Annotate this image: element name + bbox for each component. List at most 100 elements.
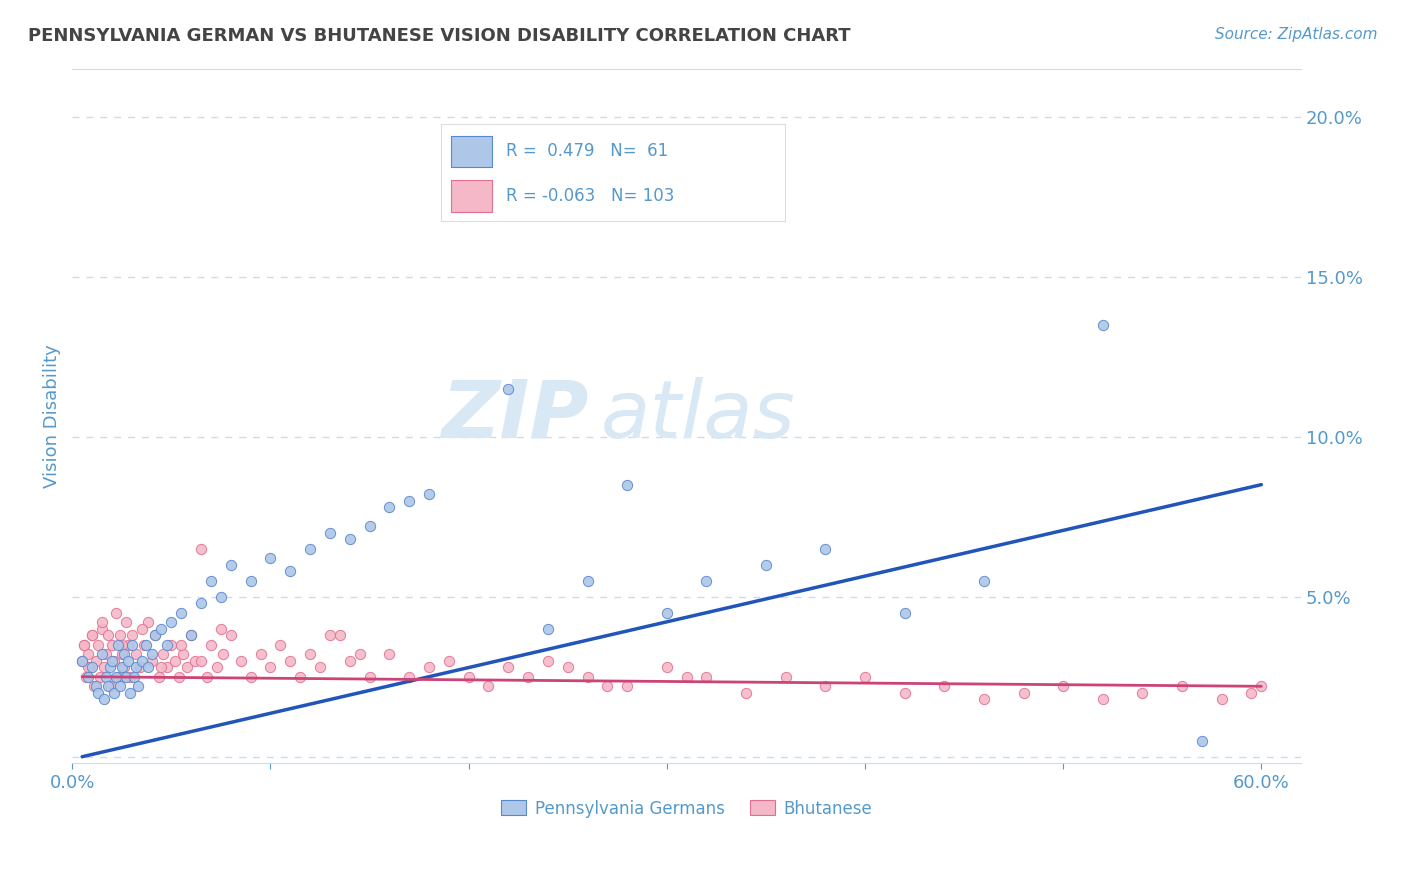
Point xyxy=(457,670,479,684)
Point xyxy=(269,638,291,652)
Y-axis label: Vision Disability: Vision Disability xyxy=(44,344,60,488)
Point xyxy=(299,541,322,556)
Point xyxy=(1052,679,1074,693)
Point xyxy=(121,628,143,642)
Point xyxy=(73,638,96,652)
Point xyxy=(695,574,717,588)
Point xyxy=(259,660,281,674)
Point xyxy=(170,638,193,652)
Point xyxy=(259,551,281,566)
Point xyxy=(97,679,120,693)
Point xyxy=(141,648,163,662)
Point xyxy=(114,670,136,684)
Point xyxy=(200,574,222,588)
Point xyxy=(131,622,153,636)
Point xyxy=(101,638,124,652)
Point xyxy=(73,638,96,652)
Point xyxy=(1012,686,1035,700)
Point xyxy=(128,660,150,674)
Point xyxy=(359,519,381,533)
Point xyxy=(172,648,194,662)
Point xyxy=(75,670,97,684)
Point xyxy=(496,660,519,674)
Point xyxy=(156,638,179,652)
Point xyxy=(200,638,222,652)
Point xyxy=(98,660,121,674)
Point xyxy=(537,622,560,636)
Point xyxy=(190,596,212,610)
Point xyxy=(103,686,125,700)
Point xyxy=(278,654,301,668)
Point xyxy=(675,670,697,684)
Point xyxy=(755,558,778,572)
Point xyxy=(124,648,146,662)
Point xyxy=(80,628,103,642)
Point xyxy=(145,628,167,642)
Text: PENNSYLVANIA GERMAN VS BHUTANESE VISION DISABILITY CORRELATION CHART: PENNSYLVANIA GERMAN VS BHUTANESE VISION … xyxy=(28,27,851,45)
Point xyxy=(814,679,837,693)
Point xyxy=(180,628,202,642)
Point xyxy=(77,648,100,662)
Point xyxy=(108,679,131,693)
Point xyxy=(359,670,381,684)
Point xyxy=(557,660,579,674)
Point xyxy=(616,477,638,491)
Point xyxy=(1240,686,1263,700)
Point xyxy=(112,648,135,662)
Point xyxy=(329,628,352,642)
Point xyxy=(111,638,134,652)
Legend: Pennsylvania Germans, Bhutanese: Pennsylvania Germans, Bhutanese xyxy=(495,793,879,824)
Point xyxy=(127,679,149,693)
Point xyxy=(775,670,797,684)
Point xyxy=(1171,679,1194,693)
Point xyxy=(131,654,153,668)
Point xyxy=(70,654,93,668)
Point xyxy=(1191,733,1213,747)
Point xyxy=(319,628,342,642)
Point xyxy=(150,660,173,674)
Point xyxy=(150,622,173,636)
Point xyxy=(339,532,361,546)
Point xyxy=(70,654,93,668)
Point xyxy=(136,660,159,674)
Point xyxy=(695,670,717,684)
Point xyxy=(190,654,212,668)
Point xyxy=(176,660,198,674)
Point xyxy=(135,638,157,652)
Point xyxy=(112,660,135,674)
Point xyxy=(1091,318,1114,332)
Point xyxy=(87,638,110,652)
Point xyxy=(152,648,174,662)
Point xyxy=(195,670,218,684)
Point xyxy=(973,692,995,706)
Point xyxy=(93,660,115,674)
Point xyxy=(378,500,401,514)
Point xyxy=(655,606,678,620)
Point xyxy=(104,670,127,684)
Point xyxy=(80,628,103,642)
Point xyxy=(160,638,183,652)
Point xyxy=(398,493,420,508)
Point xyxy=(616,679,638,693)
Point xyxy=(104,606,127,620)
Point xyxy=(184,654,207,668)
Point xyxy=(145,628,167,642)
Point xyxy=(80,660,103,674)
Point xyxy=(418,660,440,674)
Point xyxy=(249,648,271,662)
Point xyxy=(893,686,915,700)
Point xyxy=(1132,686,1154,700)
Point xyxy=(89,670,111,684)
Point xyxy=(190,541,212,556)
Point xyxy=(180,628,202,642)
Point xyxy=(122,670,145,684)
Point xyxy=(437,654,460,668)
Point xyxy=(212,648,235,662)
Text: atlas: atlas xyxy=(600,376,796,455)
Point xyxy=(418,487,440,501)
Point xyxy=(205,660,228,674)
Point xyxy=(101,654,124,668)
Point xyxy=(121,638,143,652)
Point xyxy=(477,679,499,693)
Point xyxy=(136,615,159,630)
